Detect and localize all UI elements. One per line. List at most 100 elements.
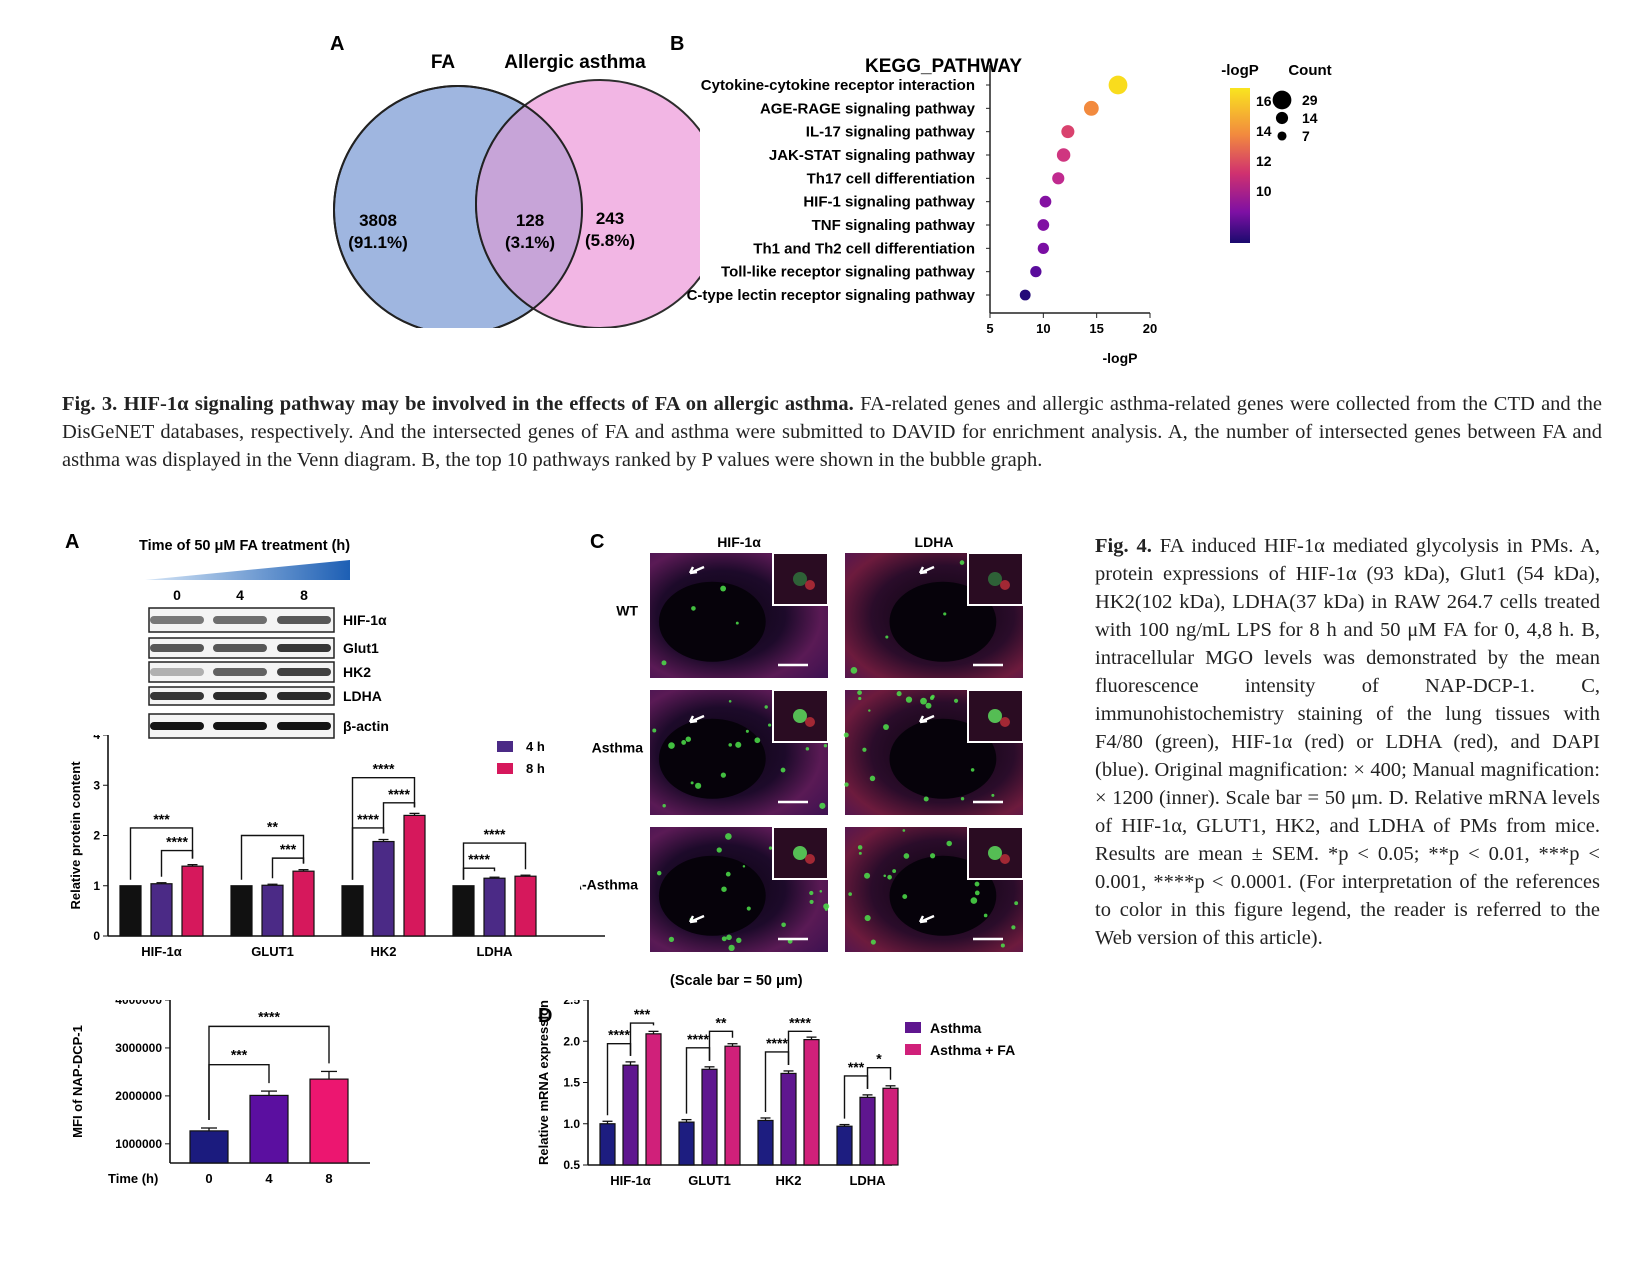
green-signal bbox=[780, 767, 786, 773]
green-signal bbox=[862, 747, 867, 752]
green-signal bbox=[721, 936, 727, 942]
x-tick-label: HK2 bbox=[775, 1173, 801, 1188]
green-signal bbox=[720, 772, 727, 778]
bubble-point bbox=[1083, 100, 1099, 116]
significance-bracket bbox=[160, 849, 194, 877]
panel-label-a: A bbox=[330, 33, 344, 55]
green-signal bbox=[930, 853, 936, 859]
inset-cell bbox=[805, 854, 815, 864]
green-signal bbox=[652, 728, 657, 733]
green-signal bbox=[885, 635, 889, 639]
blot-band bbox=[277, 644, 331, 652]
bubble-point bbox=[1019, 289, 1031, 301]
green-signal bbox=[857, 690, 862, 696]
green-signal bbox=[661, 660, 667, 666]
y-tick-label: 3000000 bbox=[115, 1041, 162, 1055]
green-signal bbox=[902, 894, 908, 900]
venn-set-b-name: Allergic asthma bbox=[504, 52, 646, 73]
bar bbox=[372, 840, 395, 937]
y-axis-label: MFI of NAP-DCP-1 bbox=[70, 1025, 85, 1138]
significance-label: *** bbox=[634, 1006, 651, 1022]
y-tick-label: 4000000 bbox=[115, 1000, 162, 1007]
green-signal bbox=[857, 845, 863, 850]
significance-label: *** bbox=[280, 841, 297, 857]
green-signal bbox=[920, 697, 927, 705]
green-signal bbox=[668, 742, 675, 749]
bubble-category-label: Cytokine-cytokine receptor interaction bbox=[701, 77, 975, 94]
color-legend-tick: 16 bbox=[1256, 93, 1272, 109]
green-signal bbox=[823, 903, 830, 910]
significance-label: **** bbox=[789, 1014, 811, 1030]
lumen bbox=[658, 718, 766, 799]
micro-col-label: LDHA bbox=[915, 534, 954, 550]
green-signal bbox=[656, 870, 662, 876]
inset-cell bbox=[805, 717, 815, 727]
venn-only-a: 3808 bbox=[359, 211, 397, 230]
arrow-icon bbox=[918, 714, 935, 724]
blot-band bbox=[277, 722, 331, 730]
bar bbox=[119, 885, 142, 937]
green-signal bbox=[959, 560, 965, 565]
green-signal bbox=[864, 914, 871, 922]
bar bbox=[189, 1130, 229, 1164]
legend-label: Asthma + FA bbox=[930, 1042, 1015, 1058]
green-signal bbox=[929, 696, 934, 700]
fig4-caption-label: Fig. 4. bbox=[1095, 535, 1152, 557]
x-tick-label: LDHA bbox=[849, 1173, 886, 1188]
blot-band bbox=[150, 616, 204, 624]
significance-label: *** bbox=[231, 1047, 248, 1063]
x-tick-label: HIF-1α bbox=[141, 944, 182, 959]
color-legend-bar bbox=[1230, 88, 1250, 243]
bubble-category-label: Th1 and Th2 cell differentiation bbox=[753, 240, 975, 257]
size-legend-label: 14 bbox=[1302, 110, 1318, 126]
green-signal bbox=[858, 696, 862, 701]
legend-swatch bbox=[905, 1022, 921, 1033]
legend-label: Asthma bbox=[930, 1020, 982, 1036]
y-tick-label: 1.5 bbox=[563, 1076, 580, 1090]
treatment-wedge bbox=[145, 560, 350, 580]
green-signal bbox=[1011, 925, 1016, 930]
bar bbox=[780, 1072, 797, 1166]
inset-cell bbox=[793, 572, 807, 586]
venn-both-pct: (3.1%) bbox=[505, 233, 555, 252]
bar bbox=[701, 1068, 718, 1166]
green-signal bbox=[726, 934, 732, 941]
green-signal bbox=[892, 869, 897, 873]
significance-bracket bbox=[462, 867, 496, 880]
fig3-caption-text: FA-related genes and allergic asthma-rel… bbox=[62, 393, 1603, 471]
legend-color-title: -logP bbox=[1221, 62, 1259, 79]
color-legend-tick: 12 bbox=[1256, 153, 1272, 169]
green-signal bbox=[742, 865, 746, 868]
green-signal bbox=[721, 886, 727, 892]
green-signal bbox=[695, 782, 702, 789]
blot-band bbox=[213, 692, 267, 700]
green-signal bbox=[850, 667, 858, 674]
inset-cell bbox=[793, 709, 807, 723]
green-signal bbox=[868, 709, 871, 712]
blot-band-label: β-actin bbox=[343, 718, 389, 734]
bubble-category-label: C-type lectin receptor signaling pathway bbox=[687, 287, 976, 304]
inset-cell bbox=[1000, 717, 1010, 727]
blot-band bbox=[150, 722, 204, 730]
panel-label-4c: C bbox=[590, 531, 604, 553]
bubble-title: KEGG_PATHWAY bbox=[865, 56, 1022, 77]
blot-band bbox=[213, 668, 267, 676]
bar bbox=[882, 1087, 899, 1166]
fig4-caption-text: FA induced HIF-1α mediated glycolysis in… bbox=[1095, 535, 1601, 949]
green-signal bbox=[662, 804, 666, 808]
significance-bracket bbox=[629, 1022, 655, 1056]
blot-band-label: Glut1 bbox=[343, 640, 379, 656]
green-signal bbox=[870, 939, 876, 945]
western-blot: A Time of 50 μM FA treatment (h) 0 4 8 HIF-… bbox=[65, 531, 389, 739]
green-signal bbox=[858, 851, 862, 855]
bubble-category-label: JAK-STAT signaling pathway bbox=[769, 147, 976, 164]
green-signal bbox=[864, 872, 871, 879]
green-signal bbox=[983, 913, 988, 918]
micro-row-label: WT bbox=[616, 603, 638, 619]
significance-label: ** bbox=[267, 819, 278, 835]
green-signal bbox=[887, 874, 892, 880]
bar bbox=[859, 1096, 876, 1166]
venn-only-b: 243 bbox=[596, 209, 624, 228]
green-signal bbox=[848, 892, 852, 896]
size-legend-dot bbox=[1272, 90, 1292, 110]
